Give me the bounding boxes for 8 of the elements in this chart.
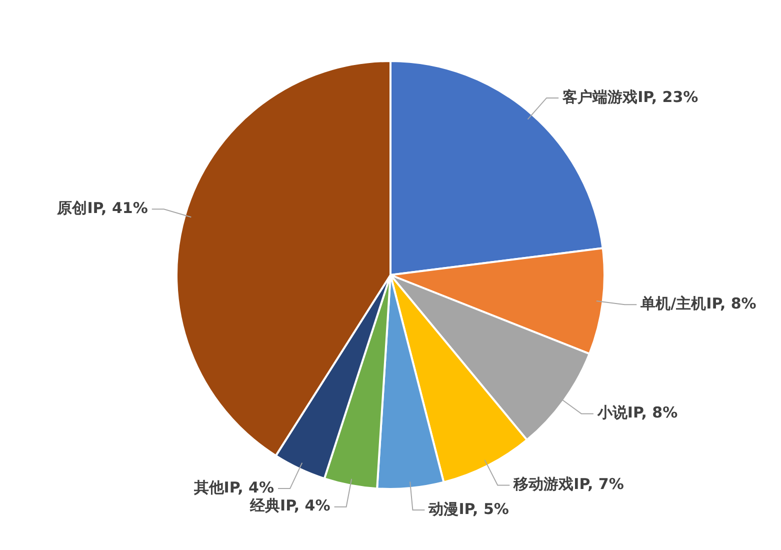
slice-label: 小说IP, 8% — [596, 404, 678, 422]
slice-label: 经典IP, 4% — [249, 496, 330, 515]
slice-label: 原创IP, 41% — [56, 199, 148, 218]
slice-label: 其他IP, 4% — [192, 478, 274, 496]
slice-label: 单机/主机IP, 8% — [640, 294, 756, 312]
slice-label: 动漫IP, 5% — [428, 500, 509, 518]
slice-label: 客户端游戏IP, 23% — [562, 88, 698, 106]
slice-label: 移动游戏IP, 7% — [512, 475, 624, 494]
